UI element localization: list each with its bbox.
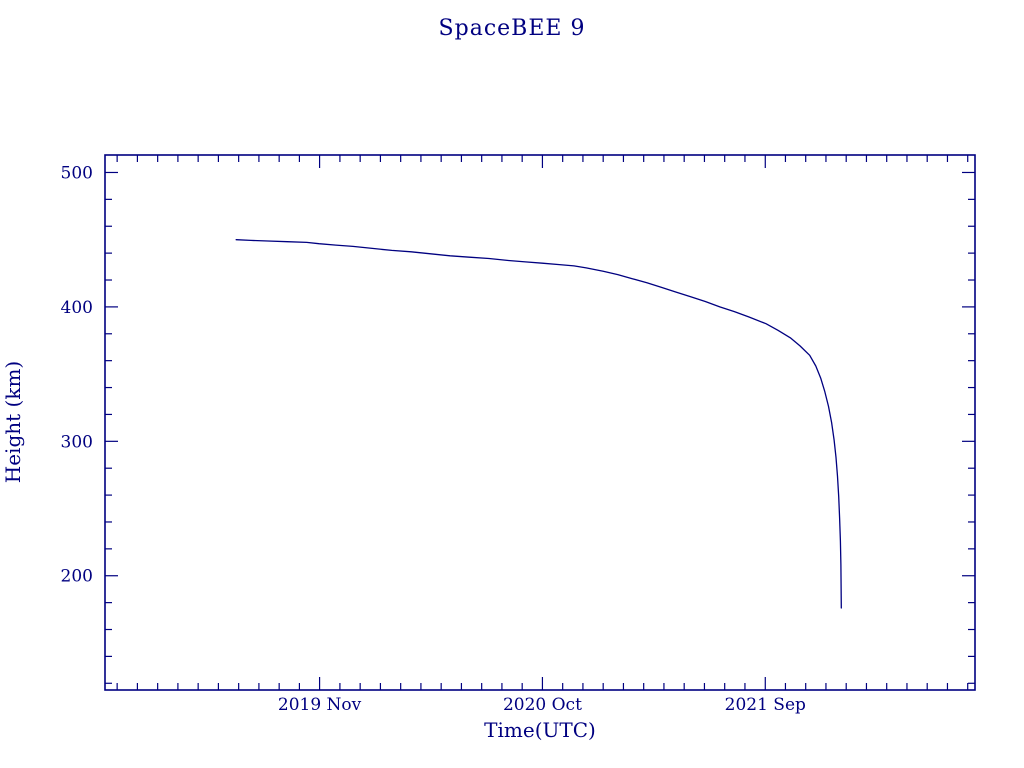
y-tick-label: 200 [61,567,93,587]
y-tick-label: 300 [61,432,93,452]
chart-title: SpaceBEE 9 [438,16,586,41]
x-tick-label: 2020 Oct [503,695,582,715]
y-tick-label: 500 [61,163,93,183]
y-tick-label: 400 [61,298,93,318]
x-tick-label: 2021 Sep [725,695,806,715]
data-line [235,239,842,609]
x-axis-label: Time(UTC) [484,718,596,742]
x-tick-label: 2019 Nov [278,695,362,715]
y-axis-label: Height (km) [1,361,25,483]
plot-border [104,154,976,691]
